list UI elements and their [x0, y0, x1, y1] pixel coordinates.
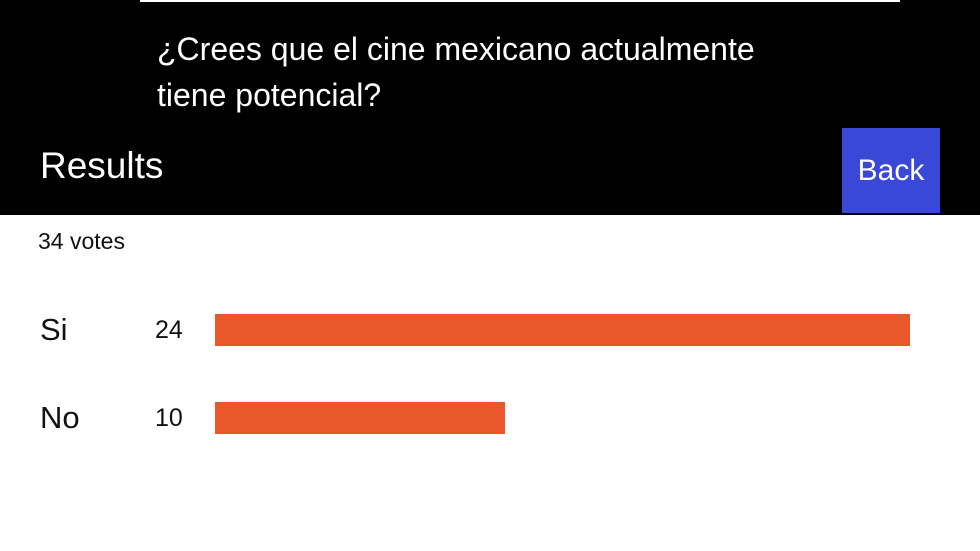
header: ¿Crees que el cine mexicano actualmente … [0, 0, 980, 215]
question: ¿Crees que el cine mexicano actualmente … [157, 31, 755, 113]
divider [140, 0, 900, 2]
vote-count: 24 [155, 316, 183, 344]
vote-count: 10 [155, 404, 183, 432]
total-votes: 34 votes [38, 228, 125, 254]
option-label: No [40, 400, 80, 435]
results-heading: Results [40, 145, 164, 186]
back-button[interactable]: Back [842, 128, 940, 213]
result-bar [215, 314, 910, 346]
result-bar [215, 402, 505, 434]
option-label: Si [40, 312, 68, 347]
